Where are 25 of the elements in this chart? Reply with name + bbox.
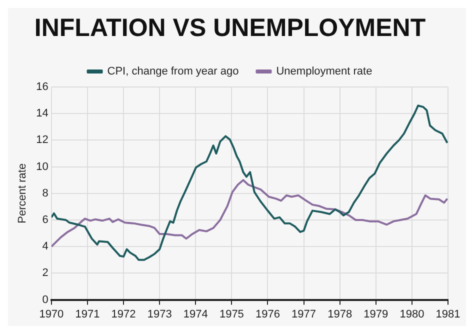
y-tick-label: 4 <box>42 240 48 253</box>
x-tick-label: 1981 <box>436 308 460 320</box>
legend-label: Unemployment rate <box>276 66 372 78</box>
y-tick-label: 14 <box>36 108 48 120</box>
x-tick-label: 1980 <box>400 308 424 320</box>
x-tick-label: 1974 <box>183 308 208 320</box>
y-tick-label: 6 <box>42 214 48 226</box>
y-tick-label: 16 <box>36 81 48 94</box>
x-tick-label: 1972 <box>111 308 136 320</box>
y-tick-label: 0 <box>42 294 48 306</box>
x-tick-label: 1977 <box>292 308 316 320</box>
y-tick-label: 8 <box>42 187 48 200</box>
chart-title: INFLATION VS UNEMPLOYMENT <box>34 14 426 42</box>
x-tick-label: 1975 <box>219 308 244 320</box>
y-tick-label: 10 <box>36 160 48 173</box>
x-tick-label: 1973 <box>147 308 172 320</box>
y-tick-label: 12 <box>36 134 48 146</box>
x-tick-label: 1970 <box>39 308 64 320</box>
x-tick-label: 1979 <box>364 308 388 320</box>
x-tick-label: 1978 <box>328 308 352 320</box>
x-tick-label: 1971 <box>75 308 100 320</box>
y-tick-label: 2 <box>42 267 48 280</box>
x-tick-label: 1976 <box>256 308 280 320</box>
legend-label: CPI, change from year ago <box>107 66 239 78</box>
y-axis-title: Percent rate <box>16 163 29 224</box>
